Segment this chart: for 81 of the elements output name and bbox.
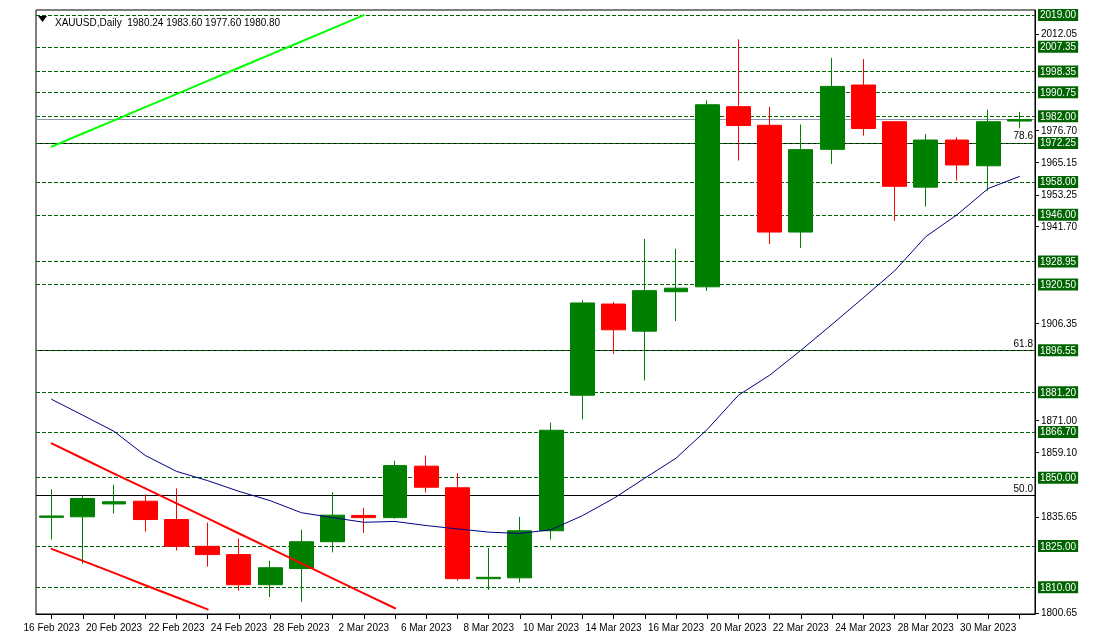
candlestick — [632, 238, 657, 381]
ref-line-label: 1972.25 — [1040, 137, 1077, 149]
x-tick-label: 20 Feb 2023 — [85, 621, 143, 633]
y-tick-label: 1976.70 — [1041, 125, 1078, 137]
candlestick — [258, 560, 283, 598]
candlestick — [351, 507, 376, 534]
y-tick-label: 1871.00 — [1041, 414, 1078, 426]
ref-line-label: 1928.95 — [1040, 255, 1077, 267]
x-tick-label: 8 Mar 2023 — [463, 621, 515, 633]
x-tick-label: 30 Mar 2023 — [960, 621, 1017, 633]
line-series — [50, 14, 365, 148]
candlestick — [539, 422, 564, 541]
y-tick-label: 1965.15 — [1041, 156, 1078, 168]
candlestick — [1007, 111, 1032, 129]
candlestick — [476, 547, 501, 591]
ref-line-label: 1896.55 — [1040, 344, 1077, 356]
ref-line-label: 2007.35 — [1040, 41, 1077, 53]
candlestick — [39, 488, 64, 541]
candlestick — [601, 301, 626, 355]
candlestick — [507, 516, 532, 584]
candlestick — [383, 460, 407, 520]
candlestick — [913, 133, 938, 208]
candlestick — [226, 537, 251, 592]
candlestick — [70, 494, 95, 565]
x-tick-label: 24 Feb 2023 — [210, 621, 268, 633]
candlestick — [289, 529, 314, 603]
annotation: 78.6 — [1013, 130, 1034, 142]
ref-line-label: 2019.00 — [1040, 9, 1077, 21]
y-tick-label: 1941.70 — [1041, 221, 1078, 233]
x-tick-label: 10 Mar 2023 — [523, 621, 580, 633]
ref-line-label: 1850.00 — [1040, 472, 1077, 484]
candlestick — [445, 472, 470, 582]
ref-line-label: 1982.00 — [1040, 110, 1077, 122]
candlestick — [570, 299, 595, 420]
candlestick — [726, 38, 751, 162]
candlestick — [695, 99, 720, 292]
annotation: 61.8 — [1013, 337, 1034, 349]
x-tick-label: 6 Mar 2023 — [400, 621, 452, 633]
line-series — [50, 547, 209, 611]
ref-line-label: 1998.35 — [1040, 65, 1077, 77]
candlestick — [164, 487, 189, 551]
y-tick-label: 1906.35 — [1041, 317, 1078, 329]
y-tick-label: 1835.65 — [1041, 511, 1078, 523]
y-tick-label: 2012.05 — [1041, 28, 1078, 40]
candlestick — [976, 109, 1001, 192]
y-tick-label: 1859.10 — [1041, 447, 1078, 459]
candlestick — [757, 106, 782, 245]
ref-line-label: 1825.00 — [1040, 540, 1077, 552]
ref-line-label: 1810.00 — [1040, 581, 1077, 593]
x-tick-label: 22 Mar 2023 — [772, 621, 830, 633]
x-tick-label: 28 Mar 2023 — [897, 621, 955, 633]
candlestick — [945, 136, 969, 182]
ref-line-label: 1958.00 — [1040, 176, 1077, 188]
x-tick-label: 16 Mar 2023 — [647, 621, 705, 633]
x-tick-label: 22 Feb 2023 — [148, 621, 205, 633]
candlestick — [195, 522, 220, 568]
candlestick — [414, 454, 439, 493]
x-tick-label: 24 Mar 2023 — [835, 621, 892, 633]
text: XAUUSD,Daily 1980.24 1983.60 1977.60 1980.80 — [55, 16, 281, 28]
candlestick — [102, 484, 126, 515]
x-tick-label: 28 Feb 2023 — [273, 621, 330, 633]
annotation: 50.0 — [1013, 483, 1034, 495]
candlestick — [882, 121, 907, 222]
ref-line-label: 1920.50 — [1040, 279, 1077, 291]
ref-line-label: 1881.20 — [1040, 386, 1077, 398]
candlestick — [820, 57, 845, 165]
x-tick-label: 20 Mar 2023 — [710, 621, 767, 633]
candlestick — [788, 123, 813, 249]
line-series — [50, 442, 397, 610]
x-tick-label: 14 Mar 2023 — [585, 621, 643, 633]
candlestick — [851, 58, 876, 137]
y-tick-label: 1953.25 — [1041, 189, 1078, 201]
ref-line-label: 1990.75 — [1040, 86, 1077, 98]
candlestick — [133, 493, 158, 533]
ref-line-label: 1946.00 — [1040, 209, 1077, 221]
x-tick-label: 16 Feb 2023 — [23, 621, 81, 633]
y-tick-label: 1800.65 — [1041, 607, 1078, 619]
candlestick — [320, 491, 345, 553]
ref-line-label: 1866.70 — [1040, 426, 1077, 438]
candlestick — [664, 248, 688, 322]
x-tick-label: 2 Mar 2023 — [338, 621, 390, 633]
